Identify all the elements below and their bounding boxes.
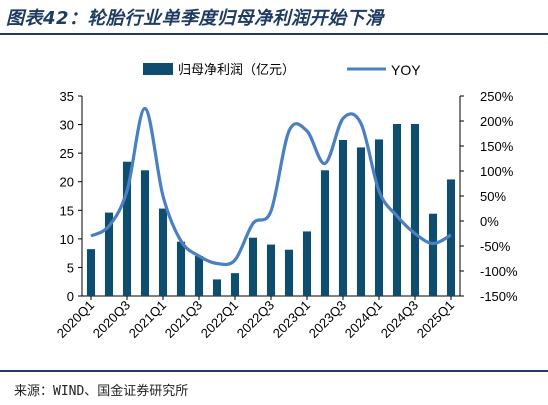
x-axis-tick-label: 2023Q1 [270,298,313,341]
bar-2021Q1 [158,208,168,296]
right-axis-tick-label: 150% [480,139,514,154]
legend-bar-swatch [143,63,173,75]
left-axis-tick-label: 5 [67,260,74,275]
bar-2024Q4 [428,213,438,296]
bar-2020Q3 [122,161,132,296]
x-axis-tick-label: 2025Q1 [414,298,457,341]
bar-2025Q1 [446,179,456,296]
right-axis-tick-label: 50% [480,189,506,204]
bar-2024Q3 [410,124,420,296]
bar-2020Q4 [140,170,150,296]
yoy-series-line [90,106,452,267]
bar-2022Q3 [266,244,276,296]
bar-2021Q2 [176,241,186,296]
figure-title: 图表42：轮胎行业单季度归母净利润开始下滑 [6,8,384,29]
bar-2022Q2 [248,237,258,296]
bar-2020Q1 [86,249,96,296]
source-note: 来源：WIND、国金证券研究所 [14,384,189,399]
left-axis-tick-label: 15 [60,203,74,218]
legend-bar-label: 归母净利润（亿元） [178,62,295,77]
left-axis-tick-label: 30 [60,118,74,133]
left-axis-tick-label: 35 [60,89,74,104]
x-axis-tick-label: 2024Q1 [342,298,385,341]
left-axis-tick-label: 10 [60,232,74,247]
x-axis-tick-label: 2020Q3 [90,298,133,341]
title-rule [0,33,548,35]
legend: 归母净利润（亿元） YOY [143,62,421,78]
right-axis-tick-label: -100% [480,264,518,279]
x-axis-tick-label: 2024Q3 [378,298,421,341]
bar-2023Q3 [338,140,348,296]
bar-2021Q3 [194,256,204,296]
bar-2021Q4 [212,279,222,296]
x-axis-tick-label: 2022Q1 [198,298,241,341]
chart: 归母净利润（亿元） YOY 0 5 10 15 20 25 30 35 -150% -100% -5… [54,62,518,341]
left-axis-tick-label: 0 [67,289,74,304]
bar-2020Q2 [104,212,114,296]
right-axis-tick-label: 100% [480,164,514,179]
right-axis-tick-label: -50% [480,239,511,254]
yoy-line [90,106,452,267]
x-axis-tick-label: 2022Q3 [234,298,277,341]
legend-line-label: YOY [391,62,421,78]
x-axis-tick-label: 2021Q3 [162,298,205,341]
right-axis-tick-label: 250% [480,89,514,104]
bar-2024Q1 [374,139,384,296]
bar-2024Q2 [392,124,402,296]
left-axis-tick-label: 25 [60,146,74,161]
right-axis-tick-label: -150% [480,289,518,304]
bar-2022Q4 [284,249,294,296]
x-axis-tick-label: 2021Q1 [126,298,169,341]
right-axis-tick-label: 200% [480,114,514,129]
x-axis-tick-label: 2023Q3 [306,298,349,341]
bar-2023Q1 [302,231,312,296]
bars [86,124,456,296]
bar-2023Q2 [320,170,330,296]
right-axis-tick-label: 0% [480,214,499,229]
bar-2023Q4 [356,147,366,296]
x-axis-tick-label: 2020Q1 [54,298,97,341]
source-rule [0,370,548,372]
bar-2022Q1 [230,273,240,296]
left-axis-tick-label: 20 [60,175,74,190]
